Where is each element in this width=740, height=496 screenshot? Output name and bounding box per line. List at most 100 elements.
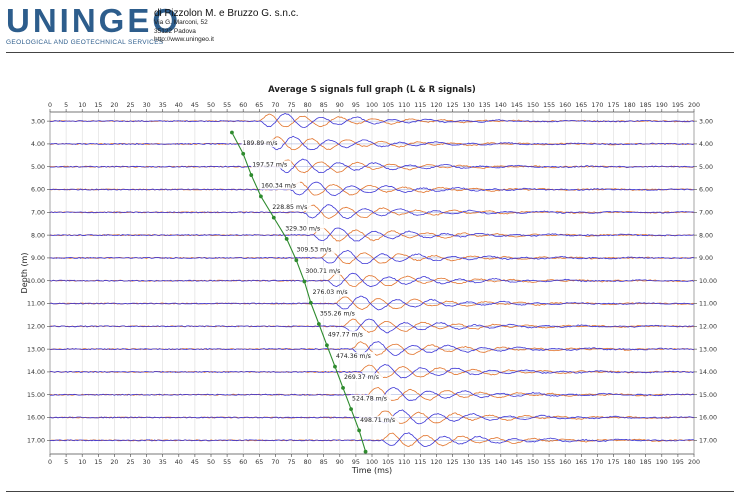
x-tick-label-top: 135	[479, 102, 491, 109]
x-tick-label-bottom: 65	[255, 459, 263, 466]
x-tick-label-bottom: 70	[271, 459, 279, 466]
x-tick-label-bottom: 85	[320, 459, 328, 466]
trace-right-signal	[49, 432, 695, 448]
arrival-pick-marker	[249, 173, 254, 177]
x-tick-label-bottom: 155	[543, 459, 555, 466]
velocity-label: 524.78 m/s	[352, 396, 387, 403]
y-tick-label-left: 9.00	[31, 255, 45, 262]
x-tick-label-top: 125	[446, 102, 458, 109]
x-tick-label-bottom: 5	[64, 459, 68, 466]
x-tick-label-top: 45	[191, 102, 199, 109]
x-tick-label-top: 175	[607, 102, 619, 109]
y-tick-label-right: 17.00	[699, 438, 717, 445]
company-website[interactable]: http://www.uningeo.it	[154, 36, 214, 43]
x-tick-label-top: 35	[159, 102, 167, 109]
y-tick-label-right: 6.00	[699, 187, 713, 194]
trace-right-signal	[49, 318, 695, 334]
x-tick-label-top: 115	[414, 102, 426, 109]
y-tick-label-right: 14.00	[699, 369, 717, 376]
x-tick-label-bottom: 115	[414, 459, 426, 466]
arrival-pick-marker	[241, 151, 246, 156]
y-tick-label-left: 10.00	[27, 278, 45, 285]
y-tick-label-right: 15.00	[699, 392, 717, 399]
trace-right-signal	[49, 112, 695, 128]
x-tick-label-top: 60	[239, 102, 247, 109]
y-tick-label-right: 8.00	[699, 232, 713, 239]
signal-traces	[49, 112, 695, 448]
logo-tagline: GEOLOGICAL AND GEOTECHNICAL SERVICES	[6, 39, 164, 46]
x-tick-label-bottom: 50	[207, 459, 215, 466]
arrival-pick-marker	[349, 407, 353, 412]
velocity-label: 498.71 m/s	[360, 417, 395, 424]
arrival-pick-marker	[363, 449, 368, 454]
velocity-label: 474.36 m/s	[336, 353, 371, 360]
velocity-label: 197.57 m/s	[252, 161, 287, 168]
grid	[49, 111, 695, 455]
velocity-label-bg	[326, 330, 367, 339]
velocity-label: 329.30 m/s	[285, 225, 320, 232]
x-tick-label-top: 40	[175, 102, 183, 109]
trace-right-signal	[49, 341, 694, 356]
velocity-label-bg	[342, 373, 383, 382]
x-tick-label-top: 50	[207, 102, 215, 109]
y-tick-label-right: 4.00	[699, 141, 713, 148]
x-tick-label-bottom: 165	[575, 459, 587, 466]
y-tick-label-right: 16.00	[699, 415, 717, 422]
arrival-pick-marker	[259, 194, 263, 199]
velocity-label-bg	[311, 288, 352, 297]
x-tick-label-top: 195	[672, 102, 684, 109]
velocity-label-bg	[359, 415, 400, 424]
x-tick-label-top: 20	[110, 102, 118, 109]
velocity-label: 269.37 m/s	[344, 374, 379, 381]
x-tick-label-bottom: 25	[126, 459, 134, 466]
x-tick-label-bottom: 30	[143, 459, 151, 466]
y-tick-label-right: 3.00	[699, 118, 713, 125]
x-tick-label-bottom: 55	[223, 459, 231, 466]
velocity-label: 309.53 m/s	[297, 247, 332, 254]
x-tick-label-bottom: 110	[398, 459, 410, 466]
velocity-label: 355.26 m/s	[320, 310, 355, 317]
x-tick-label-top: 95	[352, 102, 360, 109]
velocity-label-bg	[260, 181, 301, 190]
y-tick-label-left: 12.00	[27, 324, 45, 331]
x-tick-label-top: 110	[398, 102, 410, 109]
trace-right-signal	[49, 249, 695, 265]
y-tick-label-right: 12.00	[699, 324, 717, 331]
x-tick-label-bottom: 90	[336, 459, 344, 466]
x-tick-label-bottom: 75	[287, 459, 295, 466]
x-tick-label-top: 185	[640, 102, 652, 109]
arrival-pick-marker	[284, 237, 289, 241]
x-tick-label-bottom: 15	[94, 459, 102, 466]
x-tick-label-bottom: 95	[352, 459, 360, 466]
arrival-pick-marker	[308, 300, 313, 305]
trace-right-signal	[49, 227, 695, 242]
velocity-label-bg	[304, 266, 345, 275]
x-tick-label-top: 105	[382, 102, 394, 109]
x-tick-label-top: 5	[64, 102, 68, 109]
x-tick-label-bottom: 160	[559, 459, 571, 466]
x-tick-label-top: 15	[94, 102, 102, 109]
x-tick-label-bottom: 185	[640, 459, 652, 466]
company-name: di Pizzolon M. e Bruzzo G. s.n.c.	[154, 8, 299, 19]
x-tick-label-bottom: 180	[624, 459, 636, 466]
y-tick-label-right: 13.00	[699, 346, 717, 353]
x-axis-label: Time (ms)	[351, 466, 392, 475]
x-tick-label-bottom: 45	[191, 459, 199, 466]
velocity-label-bg	[318, 309, 359, 318]
company-address-line1: Via G. Marconi, 52	[154, 19, 208, 26]
x-tick-label-bottom: 100	[366, 459, 378, 466]
x-tick-label-bottom: 170	[591, 459, 603, 466]
velocity-label-bg	[334, 351, 375, 360]
x-tick-label-top: 90	[336, 102, 344, 109]
x-tick-label-bottom: 60	[239, 459, 247, 466]
arrival-pick-marker	[325, 343, 329, 348]
y-tick-label-left: 3.00	[31, 118, 45, 125]
x-tick-label-top: 25	[126, 102, 134, 109]
x-tick-label-bottom: 130	[463, 459, 475, 466]
x-tick-label-top: 0	[48, 102, 52, 109]
x-tick-label-bottom: 145	[511, 459, 523, 466]
chart-title: Average S signals full graph (L & R sign…	[268, 85, 476, 95]
x-tick-label-top: 145	[511, 102, 523, 109]
x-tick-label-bottom: 190	[656, 459, 668, 466]
y-tick-label-left: 7.00	[31, 210, 45, 217]
